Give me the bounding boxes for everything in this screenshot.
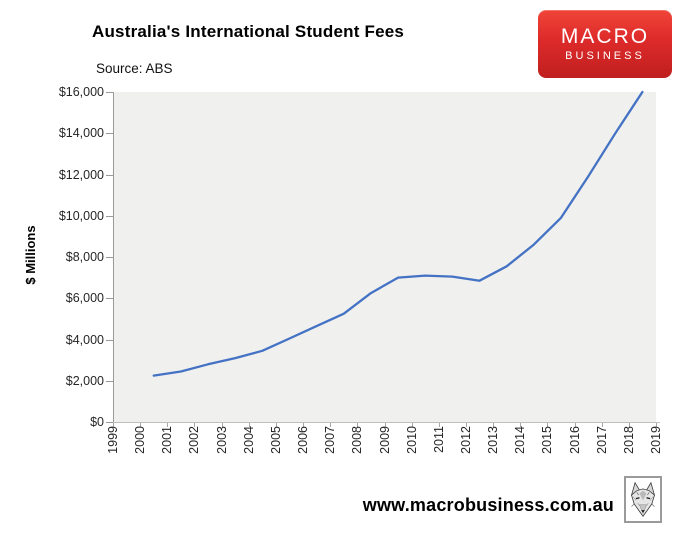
y-tick-mark [106, 298, 113, 300]
y-tick-label: $12,000 [58, 167, 104, 182]
x-tick-mark [547, 423, 549, 427]
y-tick-mark [106, 380, 113, 382]
x-tick-mark [113, 423, 114, 427]
y-tick-mark [106, 339, 113, 341]
x-tick-label: 2005 [268, 426, 283, 454]
x-tick-mark [628, 423, 630, 427]
x-tick-label: 2011 [431, 426, 446, 453]
y-axis-line [113, 92, 114, 422]
y-tick-mark [106, 215, 113, 217]
x-tick-label: 2018 [621, 426, 636, 454]
y-tick-mark [106, 257, 113, 258]
x-tick-mark [275, 423, 277, 427]
x-tick-mark [384, 423, 386, 427]
x-tick-label: 2008 [350, 426, 365, 454]
chart-title: Australia's International Student Fees [92, 22, 405, 41]
x-tick-label: 2016 [567, 426, 582, 454]
x-tick-mark [465, 423, 467, 427]
x-tick-label: 2001 [160, 426, 175, 454]
x-tick-label: 1999 [106, 426, 120, 454]
x-tick-mark [438, 423, 440, 427]
wolf-logo-box [624, 476, 662, 523]
x-tick-mark [248, 423, 250, 427]
x-tick-mark [656, 423, 657, 427]
y-tick-label: $16,000 [58, 85, 104, 99]
x-tick-label: 2002 [187, 426, 202, 454]
x-axis-line [113, 422, 660, 423]
x-tick-mark [520, 423, 522, 427]
fees-line [152, 90, 644, 377]
x-tick-mark [167, 423, 169, 427]
y-tick-mark [106, 422, 113, 423]
x-tick-label: 2010 [404, 426, 419, 454]
y-tick-label: $2,000 [65, 373, 104, 388]
y-tick-label: $8,000 [65, 250, 104, 264]
x-tick-label: 2012 [458, 426, 473, 454]
x-tick-mark [221, 423, 223, 427]
logo-text-macro: MACRO [560, 24, 650, 48]
chart-source: Source: ABS [96, 61, 173, 76]
x-tick-mark [330, 423, 332, 427]
x-tick-label: 2015 [540, 426, 555, 454]
y-tick-mark [106, 174, 113, 176]
y-tick-label: $14,000 [58, 126, 104, 141]
y-tick-label: $10,000 [58, 208, 104, 223]
y-tick-label: $0 [90, 415, 104, 429]
plot-area [113, 90, 656, 422]
macrobusiness-logo: MACRO BUSINESS [538, 10, 672, 78]
x-tick-label: 2000 [133, 426, 148, 454]
x-tick-label: 2006 [296, 426, 311, 454]
x-tick-label: 2003 [214, 426, 229, 454]
x-tick-label: 2019 [649, 426, 663, 454]
x-tick-mark [194, 423, 196, 427]
x-tick-label: 2009 [377, 426, 392, 454]
x-tick-mark [411, 423, 413, 427]
fees-line-chart [152, 90, 644, 377]
x-tick-mark [303, 423, 305, 427]
x-tick-mark [140, 423, 142, 427]
y-tick-label: $6,000 [65, 291, 104, 306]
x-tick-label: 2007 [323, 426, 338, 454]
logo-text-business: BUSINESS [565, 49, 645, 62]
x-tick-mark [574, 423, 576, 427]
x-tick-mark [493, 423, 495, 427]
y-tick-label: $4,000 [65, 332, 104, 347]
x-tick-label: 2013 [486, 426, 501, 454]
x-tick-label: 2017 [594, 426, 609, 454]
x-tick-label: 2014 [513, 426, 528, 454]
y-tick-mark [106, 133, 113, 135]
y-tick-mark [106, 92, 113, 93]
wolf-logo-icon [630, 481, 656, 517]
x-tick-mark [357, 423, 359, 427]
x-tick-mark [601, 423, 603, 427]
footer-url: www.macrobusiness.com.au [362, 495, 614, 515]
x-tick-label: 2004 [241, 426, 256, 454]
